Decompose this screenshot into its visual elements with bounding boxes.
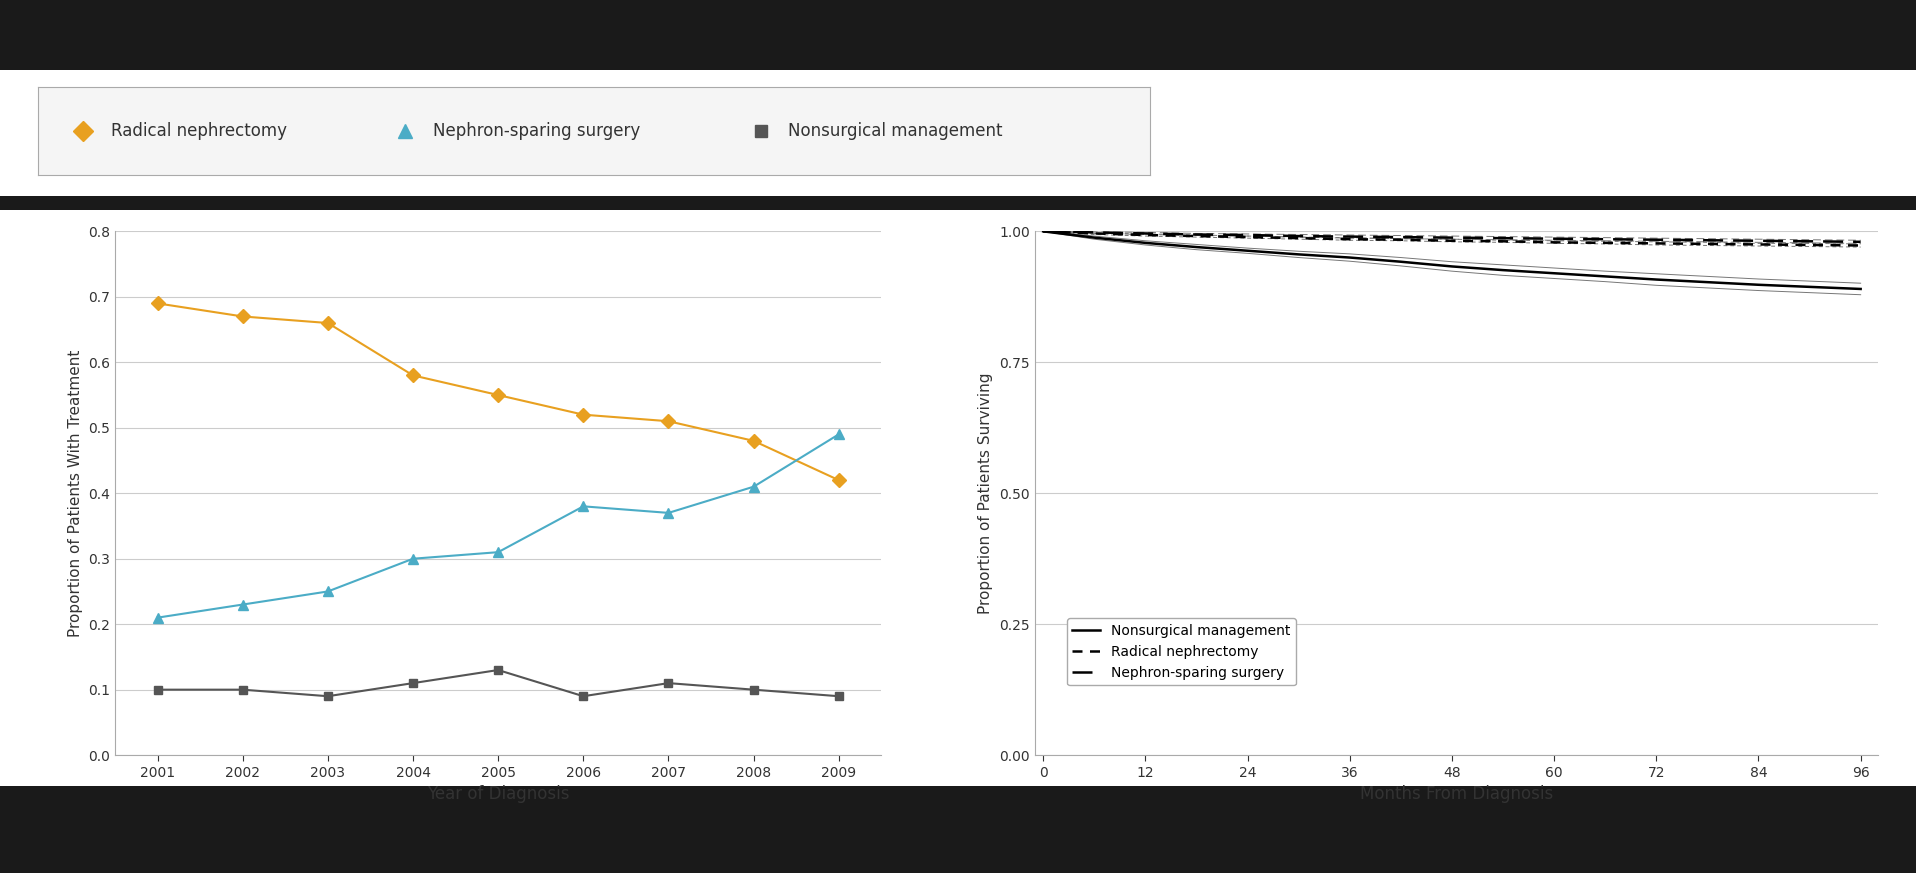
Radical nephrectomy — [1849, 240, 1872, 251]
Radical nephrectomy — [1747, 239, 1770, 250]
Nonsurgical management — [1542, 268, 1565, 278]
Nonsurgical management — [1594, 272, 1617, 282]
Radical nephrectomy — [1594, 237, 1617, 248]
Nonsurgical management — [1134, 237, 1157, 248]
Y-axis label: Proportion of Patients Surviving: Proportion of Patients Surviving — [979, 373, 994, 614]
Nonsurgical management — [1031, 226, 1054, 237]
Line: Nonsurgical management: Nonsurgical management — [1042, 231, 1860, 289]
Nonsurgical management — [1747, 279, 1770, 290]
Nonsurgical management — [1849, 284, 1872, 294]
Radical nephrectomy — [1288, 233, 1311, 244]
Text: Nonsurgical management: Nonsurgical management — [789, 122, 1002, 140]
Radical nephrectomy — [1797, 240, 1820, 251]
Line: Radical nephrectomy: Radical nephrectomy — [1042, 231, 1860, 245]
Nephron-sparing surgery — [1644, 235, 1667, 245]
Nonsurgical management — [1236, 245, 1259, 256]
Nonsurgical management — [1797, 282, 1820, 292]
Radical nephrectomy — [1083, 228, 1106, 238]
Nonsurgical management — [1491, 265, 1514, 275]
Nephron-sparing surgery — [1696, 235, 1719, 245]
Radical nephrectomy — [1441, 236, 1464, 246]
Nephron-sparing surgery — [1337, 231, 1360, 242]
Y-axis label: Proportion of Patients With Treatment: Proportion of Patients With Treatment — [67, 349, 82, 637]
Nephron-sparing surgery — [1083, 227, 1106, 237]
Radical nephrectomy — [1542, 237, 1565, 248]
Nephron-sparing surgery — [1797, 236, 1820, 246]
Radical nephrectomy — [1389, 235, 1412, 245]
Text: Nephron-sparing surgery: Nephron-sparing surgery — [433, 122, 640, 140]
Nephron-sparing surgery — [1441, 232, 1464, 243]
Nonsurgical management — [1184, 242, 1207, 252]
X-axis label: Year of Diagnosis: Year of Diagnosis — [427, 785, 569, 803]
Text: Radical nephrectomy: Radical nephrectomy — [111, 122, 287, 140]
Nonsurgical management — [1696, 277, 1719, 287]
Nephron-sparing surgery — [1849, 237, 1872, 247]
Legend: Nonsurgical management, Radical nephrectomy, Nephron-sparing surgery: Nonsurgical management, Radical nephrect… — [1067, 618, 1297, 685]
Radical nephrectomy — [1236, 232, 1259, 243]
Nonsurgical management — [1083, 232, 1106, 243]
Nephron-sparing surgery — [1134, 228, 1157, 238]
Nephron-sparing surgery — [1031, 226, 1054, 237]
Nephron-sparing surgery — [1747, 236, 1770, 246]
Radical nephrectomy — [1696, 238, 1719, 249]
Nonsurgical management — [1337, 252, 1360, 263]
Nonsurgical management — [1644, 274, 1667, 285]
Radical nephrectomy — [1184, 230, 1207, 241]
Nephron-sparing surgery — [1288, 230, 1311, 241]
Nonsurgical management — [1288, 249, 1311, 259]
Nephron-sparing surgery — [1594, 234, 1617, 244]
Nephron-sparing surgery — [1542, 233, 1565, 244]
Line: Nephron-sparing surgery: Nephron-sparing surgery — [1042, 231, 1860, 242]
X-axis label: Months From Diagnosis: Months From Diagnosis — [1360, 785, 1552, 803]
Nonsurgical management — [1441, 261, 1464, 272]
Nephron-sparing surgery — [1184, 230, 1207, 240]
Radical nephrectomy — [1134, 230, 1157, 240]
Radical nephrectomy — [1337, 234, 1360, 244]
Radical nephrectomy — [1644, 238, 1667, 249]
Nephron-sparing surgery — [1236, 230, 1259, 240]
Radical nephrectomy — [1491, 236, 1514, 246]
Nonsurgical management — [1389, 257, 1412, 267]
Nephron-sparing surgery — [1491, 233, 1514, 244]
Radical nephrectomy — [1031, 226, 1054, 237]
Nephron-sparing surgery — [1389, 232, 1412, 243]
